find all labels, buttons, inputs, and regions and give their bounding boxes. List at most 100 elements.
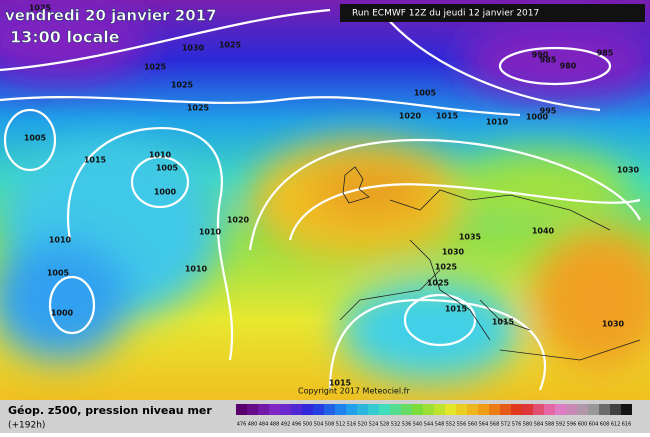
isobar-label: 1015 (329, 379, 352, 388)
scale-cell (434, 404, 445, 415)
scale-label: 608 (600, 422, 610, 428)
isobar-label: 1010 (199, 228, 222, 237)
scale-cell (280, 404, 291, 415)
scale-label: 484 (259, 422, 269, 428)
scale-cell (401, 404, 412, 415)
scale-cell (412, 404, 423, 415)
isobar-label: 1015 (445, 305, 468, 314)
scale-cell (291, 404, 302, 415)
scale-cell (357, 404, 368, 415)
isobar-label: 1040 (532, 227, 555, 236)
scale-cell (445, 404, 456, 415)
isobar-label: 1000 (526, 113, 549, 122)
forecast-time: 13:00 locale (10, 28, 120, 47)
scale-label: 524 (369, 422, 379, 428)
scale-label: 576 (512, 422, 522, 428)
scale-cell (511, 404, 522, 415)
scale-cell (467, 404, 478, 415)
isobar-label: 1020 (399, 112, 422, 121)
scale-label: 504 (314, 422, 324, 428)
scale-cell (610, 404, 621, 415)
scale-label: 556 (457, 422, 467, 428)
isobar-label: 1025 (29, 4, 52, 13)
scale-cell (346, 404, 357, 415)
scale-label: 536 (402, 422, 412, 428)
scale-cell (379, 404, 390, 415)
isobar-label: 1015 (436, 112, 459, 121)
scale-label: 592 (556, 422, 566, 428)
scale-label: 564 (479, 422, 489, 428)
scale-label: 476 (237, 422, 247, 428)
scale-cell (555, 404, 566, 415)
scale-label: 488 (270, 422, 280, 428)
isobar-label: 1025 (427, 279, 450, 288)
isobar-label: 1025 (187, 104, 210, 113)
isobar-label: 1000 (154, 188, 177, 197)
scale-label: 492 (281, 422, 291, 428)
scale-label: 580 (523, 422, 533, 428)
scale-cell (500, 404, 511, 415)
scale-label: 600 (578, 422, 588, 428)
isobar-label: 1030 (442, 248, 465, 257)
scale-cell (489, 404, 500, 415)
isobar-label: 1035 (459, 233, 482, 242)
scale-label: 528 (380, 422, 390, 428)
isobar-label: 1000 (51, 309, 74, 318)
scale-label: 496 (292, 422, 302, 428)
scale-label: 612 (611, 422, 621, 428)
scale-label: 532 (391, 422, 401, 428)
footer-title: Géop. z500, pression niveau mer (8, 404, 212, 417)
isobar-label: 1025 (144, 63, 167, 72)
copyright: Copyright 2017 Meteociel.fr (298, 387, 410, 396)
isobar-label: 1005 (156, 164, 179, 173)
scale-cell (621, 404, 632, 415)
isobar-label: 1015 (84, 156, 107, 165)
scale-cell (522, 404, 533, 415)
isobar-label: 980 (560, 62, 577, 71)
scale-label: 604 (589, 422, 599, 428)
scale-cell (258, 404, 269, 415)
scale-cell (544, 404, 555, 415)
isobar-label: 1010 (486, 118, 509, 127)
scale-cell (269, 404, 280, 415)
scale-label: 596 (567, 422, 577, 428)
scale-label: 512 (336, 422, 346, 428)
scale-label: 584 (534, 422, 544, 428)
scale-label: 560 (468, 422, 478, 428)
scale-cell (368, 404, 379, 415)
scale-cell (577, 404, 588, 415)
scale-label: 552 (446, 422, 456, 428)
isobar-label: 1025 (171, 81, 194, 90)
isobar-label: 1005 (24, 134, 47, 143)
footer-lead: (+192h) (8, 421, 45, 431)
isobar-label: 1025 (435, 263, 458, 272)
isobar-label: 1030 (182, 44, 205, 53)
scale-cell (456, 404, 467, 415)
scale-cell (533, 404, 544, 415)
scale-label: 520 (358, 422, 368, 428)
scale-label: 616 (622, 422, 632, 428)
scale-cell (236, 404, 247, 415)
scale-cell (335, 404, 346, 415)
scale-cell (599, 404, 610, 415)
isobar-label: 990 (532, 51, 549, 60)
isobar-label: 1015 (492, 318, 515, 327)
scale-label: 508 (325, 422, 335, 428)
scale-cell (247, 404, 258, 415)
scale-cell (324, 404, 335, 415)
isobar-labels: 1025 1025 1030 1025 1025 1025 1005 1015 1010 1005… (24, 4, 640, 388)
isobar-label: 985 (597, 49, 614, 58)
scale-label: 500 (303, 422, 313, 428)
isobar-label: 1025 (219, 41, 242, 50)
scale-label: 516 (347, 422, 357, 428)
scale-cell (313, 404, 324, 415)
isobar-label: 1010 (149, 151, 172, 160)
run-box (340, 4, 645, 22)
map-field (0, 0, 650, 400)
color-scale: 476 480 484 488 492 496 500 504 508 512 516 520 524 5… (236, 404, 632, 428)
scale-cell (478, 404, 489, 415)
scale-label: 544 (424, 422, 434, 428)
scale-cell (588, 404, 599, 415)
isobar-label: 1030 (602, 320, 625, 329)
